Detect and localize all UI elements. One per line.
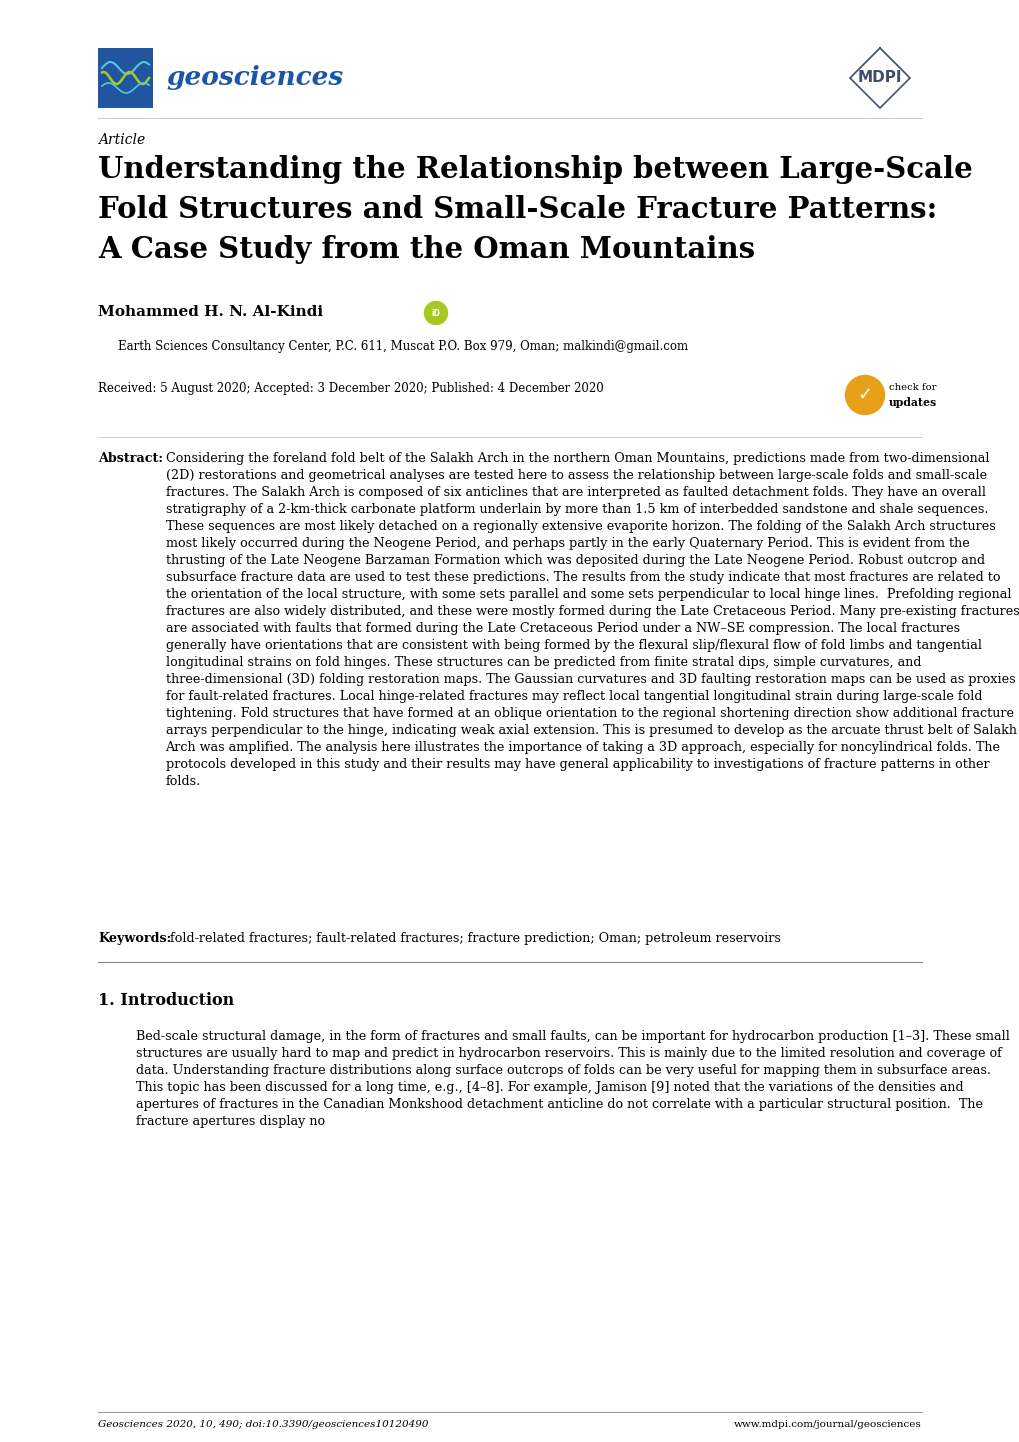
Text: Abstract:: Abstract:	[98, 451, 163, 464]
Text: Fold Structures and Small-Scale Fracture Patterns:: Fold Structures and Small-Scale Fracture…	[98, 195, 936, 224]
Text: check for: check for	[889, 384, 935, 392]
Text: Considering the foreland fold belt of the Salakh Arch in the northern Oman Mount: Considering the foreland fold belt of th…	[165, 451, 1018, 787]
Circle shape	[845, 375, 883, 414]
Circle shape	[424, 301, 447, 324]
Text: Keywords:: Keywords:	[98, 932, 171, 945]
Text: Mohammed H. N. Al-Kindi: Mohammed H. N. Al-Kindi	[98, 306, 323, 319]
Text: updates: updates	[889, 397, 936, 408]
Text: iD: iD	[431, 309, 440, 317]
Text: ✓: ✓	[857, 386, 871, 404]
Text: MDPI: MDPI	[857, 71, 902, 85]
FancyBboxPatch shape	[98, 48, 153, 108]
Text: Received: 5 August 2020; Accepted: 3 December 2020; Published: 4 December 2020: Received: 5 August 2020; Accepted: 3 Dec…	[98, 382, 603, 395]
Text: Understanding the Relationship between Large-Scale: Understanding the Relationship between L…	[98, 154, 972, 185]
Text: fold-related fractures; fault-related fractures; fracture prediction; Oman; petr: fold-related fractures; fault-related fr…	[170, 932, 781, 945]
Text: Earth Sciences Consultancy Center, P.C. 611, Muscat P.O. Box 979, Oman; malkindi: Earth Sciences Consultancy Center, P.C. …	[118, 340, 688, 353]
Text: Article: Article	[98, 133, 145, 147]
Text: A Case Study from the Oman Mountains: A Case Study from the Oman Mountains	[98, 235, 754, 264]
Text: geosciences: geosciences	[166, 65, 343, 91]
Text: Bed-scale structural damage, in the form of fractures and small faults, can be i: Bed-scale structural damage, in the form…	[136, 1030, 1009, 1128]
Text: www.mdpi.com/journal/geosciences: www.mdpi.com/journal/geosciences	[734, 1420, 921, 1429]
Text: Geosciences 2020, 10, 490; doi:10.3390/geosciences10120490: Geosciences 2020, 10, 490; doi:10.3390/g…	[98, 1420, 428, 1429]
Text: 1. Introduction: 1. Introduction	[98, 992, 234, 1009]
